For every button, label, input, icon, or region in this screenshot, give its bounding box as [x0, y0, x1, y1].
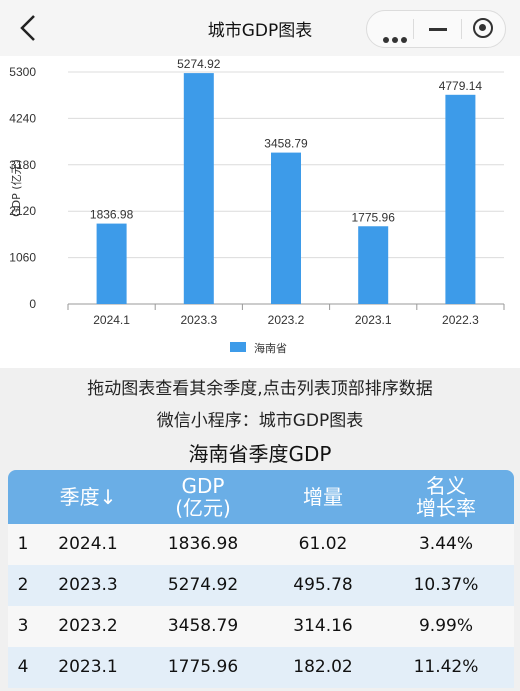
x-tick-label: 2024.1	[93, 313, 130, 327]
x-tick-label: 2023.1	[355, 313, 392, 327]
more-icon[interactable]	[383, 28, 410, 47]
y-tick-label: 5300	[9, 65, 36, 79]
bar-value-label: 3458.79	[264, 137, 308, 151]
minimize-icon[interactable]	[429, 28, 447, 31]
bar-value-label: 1775.96	[352, 210, 396, 224]
quarter-sort-header[interactable]: 季度↓	[38, 470, 138, 524]
legend-swatch	[230, 342, 246, 352]
y-tick-label: 2120	[9, 204, 36, 218]
y-tick-label: 4240	[9, 111, 36, 125]
bar	[358, 226, 389, 304]
bar	[183, 73, 214, 304]
row-index: 1	[17, 534, 29, 554]
back-arrow-icon[interactable]	[16, 12, 44, 44]
y-tick-label: 1060	[9, 251, 36, 265]
row-index: 3	[17, 616, 29, 636]
x-tick-label: 2023.3	[180, 313, 217, 327]
bar	[445, 94, 476, 304]
row-growth: 9.99%	[418, 616, 473, 636]
growth-header-label: 名义	[426, 474, 466, 498]
gdp-header-label: GDP	[181, 474, 225, 498]
growth-header-label-2: 增长率	[416, 496, 476, 520]
row-quarter: 2023.3	[58, 575, 118, 595]
gdp-header-unit: (亿元)	[175, 496, 231, 520]
table-row[interactable]: 3 2023.2 3458.79 314.16 9.99%	[8, 606, 514, 647]
miniprogram-name-text: 微信小程序：城市GDP图表	[156, 411, 364, 431]
y-axis-label: GDP (亿元)	[10, 159, 23, 217]
row-increase: 182.02	[293, 657, 353, 677]
y-tick-label: 3180	[9, 158, 36, 172]
row-index: 4	[17, 657, 29, 677]
quarter-header-label: 季度↓	[59, 485, 117, 509]
miniprogram-capsule	[366, 10, 506, 48]
bar-chart[interactable]: 0 1060 2120 3180 4240 5300 GDP (亿元) 1836.98 2024…	[0, 56, 520, 368]
row-growth: 3.44%	[418, 534, 473, 554]
x-tick-label: 2022.3	[442, 313, 479, 327]
y-tick-label: 0	[29, 297, 36, 311]
row-increase: 314.16	[293, 616, 353, 636]
bar-value-label: 1836.98	[90, 208, 134, 222]
top-navigation-bar: 城市GDP图表	[0, 0, 520, 56]
row-quarter: 2024.1	[58, 534, 118, 554]
table-row[interactable]: 4 2023.1 1775.96 182.02 11.42%	[8, 647, 514, 688]
row-gdp: 1836.98	[167, 534, 239, 554]
increase-sort-header[interactable]: 增量	[268, 470, 378, 524]
gdp-table: 季度↓ GDP (亿元) 增量 名义 增长率 1 2024.1 1836.98 …	[8, 470, 514, 688]
drag-hint-text: 拖动图表查看其余季度,点击列表顶部排序数据	[87, 379, 433, 399]
table-row[interactable]: 2 2023.3 5274.92 495.78 10.37%	[8, 565, 514, 606]
row-increase: 61.02	[298, 534, 348, 554]
table-header: 季度↓ GDP (亿元) 增量 名义 增长率	[8, 470, 514, 524]
row-index: 2	[17, 575, 29, 595]
row-quarter: 2023.2	[58, 616, 118, 636]
growth-sort-header[interactable]: 名义 增长率	[378, 470, 514, 524]
bar	[96, 223, 127, 304]
bar-value-label: 4779.14	[439, 79, 483, 93]
row-gdp: 5274.92	[167, 575, 239, 595]
row-growth: 10.37%	[413, 575, 479, 595]
increase-header-label: 增量	[303, 485, 343, 509]
capsule-divider	[413, 19, 414, 39]
row-increase: 495.78	[293, 575, 353, 595]
row-gdp: 3458.79	[167, 616, 239, 636]
table-title: 海南省季度GDP	[188, 442, 332, 466]
page-title: 城市GDP图表	[207, 21, 313, 41]
row-quarter: 2023.1	[58, 657, 118, 677]
bar-value-label: 5274.92	[177, 57, 221, 71]
capsule-divider	[461, 19, 462, 39]
close-target-icon[interactable]	[473, 18, 493, 38]
bar	[271, 152, 301, 304]
x-tick-label: 2023.2	[268, 313, 305, 327]
gdp-sort-header[interactable]: GDP (亿元)	[138, 470, 268, 524]
chart-area[interactable]: 0 1060 2120 3180 4240 5300 GDP (亿元) 1836.98 2024…	[0, 56, 520, 368]
row-gdp: 1775.96	[167, 657, 239, 677]
row-growth: 11.42%	[413, 657, 479, 677]
table-row[interactable]: 1 2024.1 1836.98 61.02 3.44%	[8, 524, 514, 565]
legend-label: 海南省	[254, 341, 287, 355]
